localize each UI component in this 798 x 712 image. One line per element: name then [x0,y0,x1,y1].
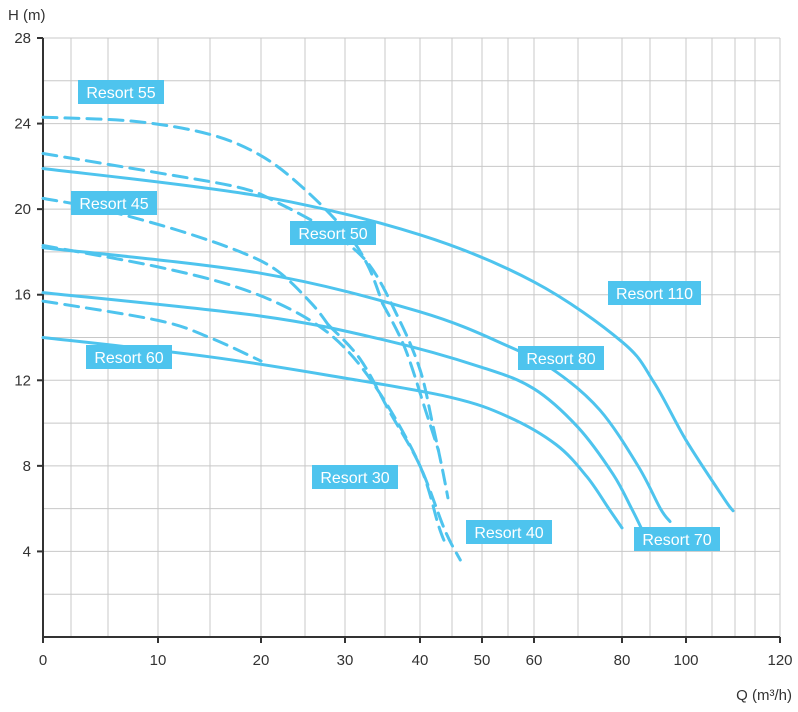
y-axis-title: H (m) [8,7,46,24]
x-axis-title: Q (m³/h) [736,687,792,704]
x-tick-label: 10 [150,652,167,669]
curve-label-text: Resort 40 [474,525,543,542]
series-line-resort-30 [41,299,263,363]
y-tick-label: 24 [14,116,31,133]
x-tick-label: 40 [412,652,429,669]
curve-label-bg [608,281,701,305]
curve-label-resort-30: Resort 30 [312,465,398,489]
x-tick-label: 60 [526,652,543,669]
curve-label-bg [290,221,376,245]
curve-label-bg [466,520,552,544]
curve-label-bg [312,465,398,489]
curve-label-bg [634,527,720,551]
curve-label-text: Resort 45 [79,196,148,213]
curve-label-resort-80: Resort 80 [518,346,604,370]
curve-label-resort-55: Resort 55 [78,80,164,104]
curve-label-text: Resort 60 [94,350,163,367]
curve-label-text: Resort 50 [298,226,367,243]
series-line-resort-60 [41,336,624,530]
x-tick-label: 0 [39,652,47,669]
curve-label-text: Resort 30 [320,470,389,487]
curve-label-resort-110: Resort 110 [608,281,701,305]
curve-label-bg [78,80,164,104]
curve-label-bg [518,346,604,370]
ticks-layer: 4 8 12 16 20 24 28 0 10 20 30 40 50 60 80 100 120 [14,30,792,669]
y-tick-label: 28 [14,30,31,47]
x-tick-label: 20 [253,652,270,669]
curve-label-resort-50: Resort 50 [290,221,376,245]
x-tick-label: 80 [614,652,631,669]
series-line-resort-110 [41,167,735,513]
y-tick-label: 12 [14,372,31,389]
y-tick-label: 20 [14,201,31,218]
y-tick-label: 4 [23,543,31,560]
curve-label-resort-60: Resort 60 [86,345,172,369]
x-tick-label: 100 [673,652,698,669]
series-line-resort-55 [41,115,384,305]
labels-layer: Resort 55 Resort 45 Resort 50 Resort 110 Res… [71,80,720,551]
curve-label-resort-45: Resort 45 [71,191,157,215]
curve-label-text: Resort 110 [616,286,693,303]
series-line-resort-50 [41,152,450,500]
curve-label-bg [86,345,172,369]
x-tick-label: 50 [474,652,491,669]
y-tick-label: 16 [14,287,31,304]
series-line-resort-40 [41,244,448,547]
series-line-resort-45-steep-segment [326,323,462,562]
x-tick-label: 30 [337,652,354,669]
curve-label-resort-40: Resort 40 [466,520,552,544]
curve-label-text: Resort 80 [526,351,595,368]
series-layer [41,115,735,562]
series-line-resort-55-steep-segment [381,301,441,453]
curve-label-text: Resort 70 [642,532,711,549]
y-tick-label: 8 [23,458,31,475]
x-tick-label: 120 [767,652,792,669]
curve-label-resort-70: Resort 70 [634,527,720,551]
curve-label-bg [71,191,157,215]
curve-label-text: Resort 55 [86,85,155,102]
series-line-resort-70 [41,291,643,530]
